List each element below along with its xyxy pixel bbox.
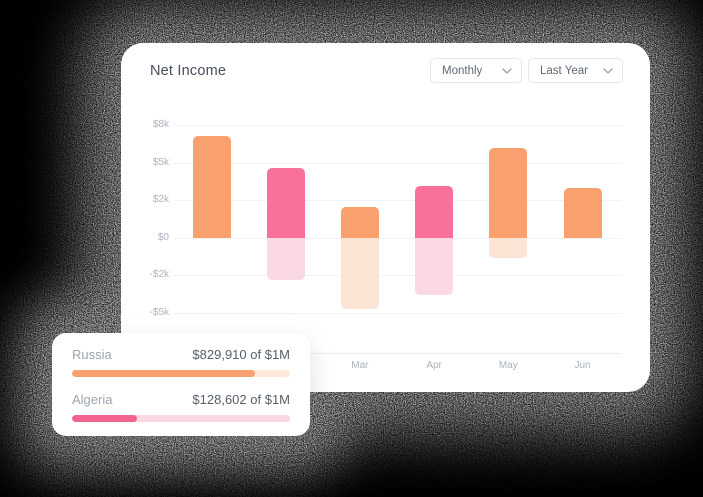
bar-negative-may[interactable] — [489, 237, 528, 259]
y-axis-tick-label: -$2k — [149, 269, 169, 280]
x-axis-label-mar: Mar — [351, 360, 369, 371]
bar-positive-apr[interactable] — [415, 186, 454, 238]
x-axis-label-jun: Jun — [574, 360, 591, 371]
bar-positive-jan[interactable] — [192, 136, 231, 238]
bar-negative-mar[interactable] — [340, 237, 379, 309]
bar-positive-mar[interactable] — [340, 206, 379, 238]
progress-track — [72, 370, 290, 377]
bar-positive-feb[interactable] — [266, 167, 305, 238]
bar-negative-feb[interactable] — [266, 237, 305, 280]
country-label: Algeria — [72, 392, 113, 407]
country-value: $829,910 of $1M — [192, 347, 290, 362]
progress-row-russia: Russia $829,910 of $1M — [72, 347, 290, 377]
country-progress-card: Russia $829,910 of $1M Algeria $128,602 of … — [52, 333, 310, 436]
progress-track — [72, 415, 290, 422]
y-axis-tick-label: $5k — [152, 156, 169, 168]
bar-positive-jun[interactable] — [563, 187, 602, 238]
bar-negative-apr[interactable] — [415, 237, 454, 295]
x-axis-label-apr: Apr — [426, 360, 442, 371]
y-axis-tick-label: $8k — [152, 119, 169, 130]
y-axis-tick-label: $0 — [157, 231, 169, 243]
gridline — [175, 237, 622, 239]
x-axis-label-may: May — [498, 360, 518, 371]
progress-row-algeria: Algeria $128,602 of $1M — [72, 392, 290, 422]
progress-fill — [72, 415, 138, 422]
gridline — [175, 200, 622, 201]
progress-fill — [72, 370, 256, 377]
bar-positive-may[interactable] — [489, 147, 528, 238]
country-label: Russia — [72, 347, 112, 362]
y-axis-tick-label: -$5k — [149, 306, 169, 318]
y-axis-tick-label: $2k — [152, 194, 169, 205]
gridline — [175, 275, 622, 276]
gridline — [175, 312, 622, 314]
country-value: $128,602 of $1M — [192, 392, 290, 407]
gridline — [175, 125, 622, 126]
gridline — [175, 162, 622, 164]
